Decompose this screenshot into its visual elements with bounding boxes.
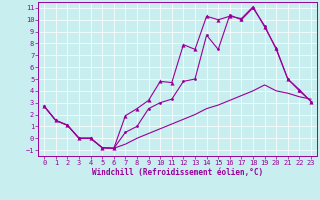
X-axis label: Windchill (Refroidissement éolien,°C): Windchill (Refroidissement éolien,°C) bbox=[92, 168, 263, 177]
